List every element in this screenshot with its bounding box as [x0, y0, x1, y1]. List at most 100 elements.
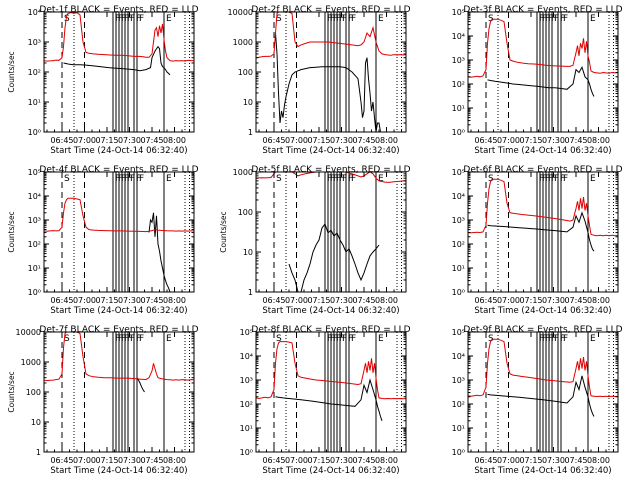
- x-axis-label: Start Time (24-Oct-14 06:32:40): [474, 146, 611, 156]
- event-marker-label: F: [124, 334, 129, 344]
- event-marker-label: F: [336, 174, 341, 184]
- panel-title: Det-9f BLACK = Events, RED = LLD: [463, 325, 622, 335]
- x-axis-label: Start Time (24-Oct-14 06:32:40): [474, 306, 611, 316]
- series-line-events: [275, 32, 381, 132]
- event-marker-label: E: [378, 334, 384, 344]
- x-tick-label: 07:00: [285, 296, 308, 305]
- event-marker-label: F: [548, 174, 553, 184]
- panel-title: Det-2f BLACK = Events, RED = LLD: [251, 5, 410, 15]
- axes-frame: [255, 331, 407, 453]
- event-marker-label: F: [121, 174, 126, 184]
- y-tick-label: 10³: [452, 56, 465, 65]
- x-tick-label: 07:30: [118, 136, 141, 145]
- panel-title: Det-3f BLACK = Events, RED = LLD: [463, 5, 622, 15]
- y-tick-label: 10⁵: [452, 328, 465, 337]
- event-marker-label: S: [276, 14, 282, 24]
- event-marker-label: S: [488, 334, 494, 344]
- x-tick-label: 07:15: [95, 456, 118, 465]
- event-marker-label: F: [336, 334, 341, 344]
- x-tick-label: 06:45: [474, 136, 497, 145]
- series-group: [256, 12, 406, 132]
- x-tick-label: 08:00: [587, 456, 610, 465]
- event-marker-label: F: [554, 334, 559, 344]
- event-marker-label: F: [554, 14, 559, 24]
- event-marker-label: F: [127, 14, 132, 24]
- y-tick-label: 10⁰: [28, 128, 41, 137]
- series-line-lld: [468, 338, 618, 398]
- series-group: [44, 332, 194, 393]
- x-tick-label: 08:00: [587, 136, 610, 145]
- x-axis-label: Start Time (24-Oct-14 06:32:40): [50, 466, 187, 476]
- event-marker-label: F: [333, 334, 338, 344]
- event-marker-label: F: [342, 174, 347, 184]
- series-line-lld: [468, 18, 618, 78]
- series-line-lld: [44, 332, 194, 382]
- y-tick-label: 10⁴: [28, 192, 41, 201]
- y-tick-label: 100: [238, 68, 253, 77]
- event-marker-label: S: [488, 174, 494, 184]
- event-marker-label: F: [551, 334, 556, 344]
- event-marker-label: F: [330, 14, 335, 24]
- event-marker-label: F: [542, 334, 547, 344]
- panel-title: Det-5f BLACK = Events, RED = LLD: [251, 165, 410, 175]
- x-tick-label: 06:45: [50, 456, 73, 465]
- x-tick-label: 07:30: [542, 296, 565, 305]
- event-marker-label: F: [336, 14, 341, 24]
- y-tick-label: 10¹: [240, 424, 253, 433]
- event-marker-label: F: [124, 174, 129, 184]
- event-marker-label: F: [563, 334, 568, 344]
- event-marker-label: E: [590, 174, 596, 184]
- y-tick-label: 10: [243, 248, 253, 257]
- event-marker-label: F: [115, 14, 120, 24]
- event-marker-label: F: [327, 174, 332, 184]
- event-marker-label: F: [327, 14, 332, 24]
- series-line-events: [487, 65, 595, 97]
- y-tick-label: 10⁰: [240, 448, 253, 457]
- event-marker-label: F: [342, 334, 347, 344]
- panel-title: Det-7f BLACK = Events, RED = LLD: [39, 325, 198, 335]
- x-tick-label: 07:30: [330, 456, 353, 465]
- event-marker-label: S: [64, 14, 70, 24]
- y-tick-label: 10³: [240, 376, 253, 385]
- y-tick-label: 10: [243, 98, 253, 107]
- event-marker-label: S: [276, 174, 282, 184]
- series-line-lld: [256, 172, 406, 183]
- y-tick-label: 10: [31, 418, 41, 427]
- event-marker-label: F: [548, 14, 553, 24]
- y-tick-label: 1000: [233, 168, 253, 177]
- x-tick-label: 07:45: [140, 136, 163, 145]
- event-marker-label: F: [551, 14, 556, 24]
- series-line-events: [63, 45, 171, 76]
- x-tick-label: 07:15: [307, 296, 330, 305]
- x-tick-label: 07:00: [497, 136, 520, 145]
- event-marker-label: F: [545, 174, 550, 184]
- y-tick-label: 10⁰: [452, 288, 465, 297]
- y-tick-label: 10⁰: [452, 128, 465, 137]
- y-tick-label: 10⁵: [28, 168, 41, 177]
- event-marker-label: F: [124, 14, 129, 24]
- event-marker-label: S: [64, 334, 70, 344]
- panel-title: Det-4f BLACK = Events, RED = LLD: [39, 165, 198, 175]
- x-tick-label: 07:15: [307, 136, 330, 145]
- panel-title: Det-6f BLACK = Events, RED = LLD: [463, 165, 622, 175]
- series-line-events: [148, 212, 171, 292]
- y-tick-label: 10²: [452, 400, 465, 409]
- y-tick-label: 10³: [452, 216, 465, 225]
- event-marker-label: F: [351, 174, 356, 184]
- y-tick-label: 1: [248, 288, 253, 297]
- event-marker-label: F: [330, 174, 335, 184]
- x-tick-label: 07:15: [95, 136, 118, 145]
- x-tick-label: 07:00: [497, 296, 520, 305]
- panel-title: Det-1f BLACK = Events, RED = LLD: [39, 5, 198, 15]
- y-tick-label: 10²: [452, 240, 465, 249]
- event-marker-label: F: [560, 334, 565, 344]
- event-marker-label: F: [127, 334, 132, 344]
- x-tick-label: 06:45: [50, 136, 73, 145]
- event-marker-label: F: [130, 174, 135, 184]
- y-tick-label: 10⁵: [452, 8, 465, 17]
- x-tick-label: 07:00: [73, 296, 96, 305]
- event-marker-label: F: [118, 334, 123, 344]
